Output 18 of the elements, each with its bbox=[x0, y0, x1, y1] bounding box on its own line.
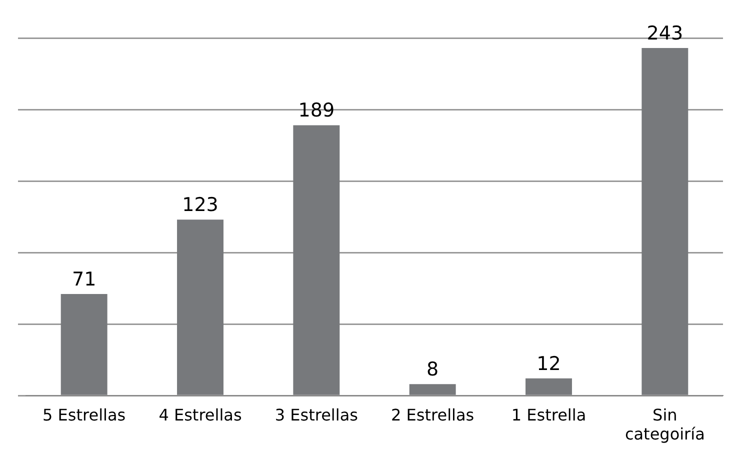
data-label: 243 bbox=[646, 22, 684, 44]
x-tick-label: 2 Estrellas bbox=[391, 405, 474, 424]
bar bbox=[642, 48, 688, 395]
x-tick-label: 4 Estrellas bbox=[158, 405, 242, 424]
data-label: 123 bbox=[182, 194, 218, 216]
x-tick-label: 3 Estrellas bbox=[274, 405, 358, 424]
data-label: 12 bbox=[536, 352, 561, 375]
bar bbox=[293, 125, 340, 395]
data-label: 71 bbox=[72, 268, 96, 290]
bar bbox=[409, 384, 456, 395]
bar bbox=[526, 378, 572, 395]
bar bbox=[177, 220, 224, 395]
data-label: 8 bbox=[426, 358, 439, 381]
bar bbox=[60, 294, 108, 395]
x-tick-label: 5 Estrellas bbox=[42, 405, 126, 424]
data-label: 189 bbox=[298, 100, 335, 122]
x-tick-label: Sin categoiría bbox=[624, 405, 705, 444]
x-tick-label: 1 Estrella bbox=[511, 405, 586, 424]
